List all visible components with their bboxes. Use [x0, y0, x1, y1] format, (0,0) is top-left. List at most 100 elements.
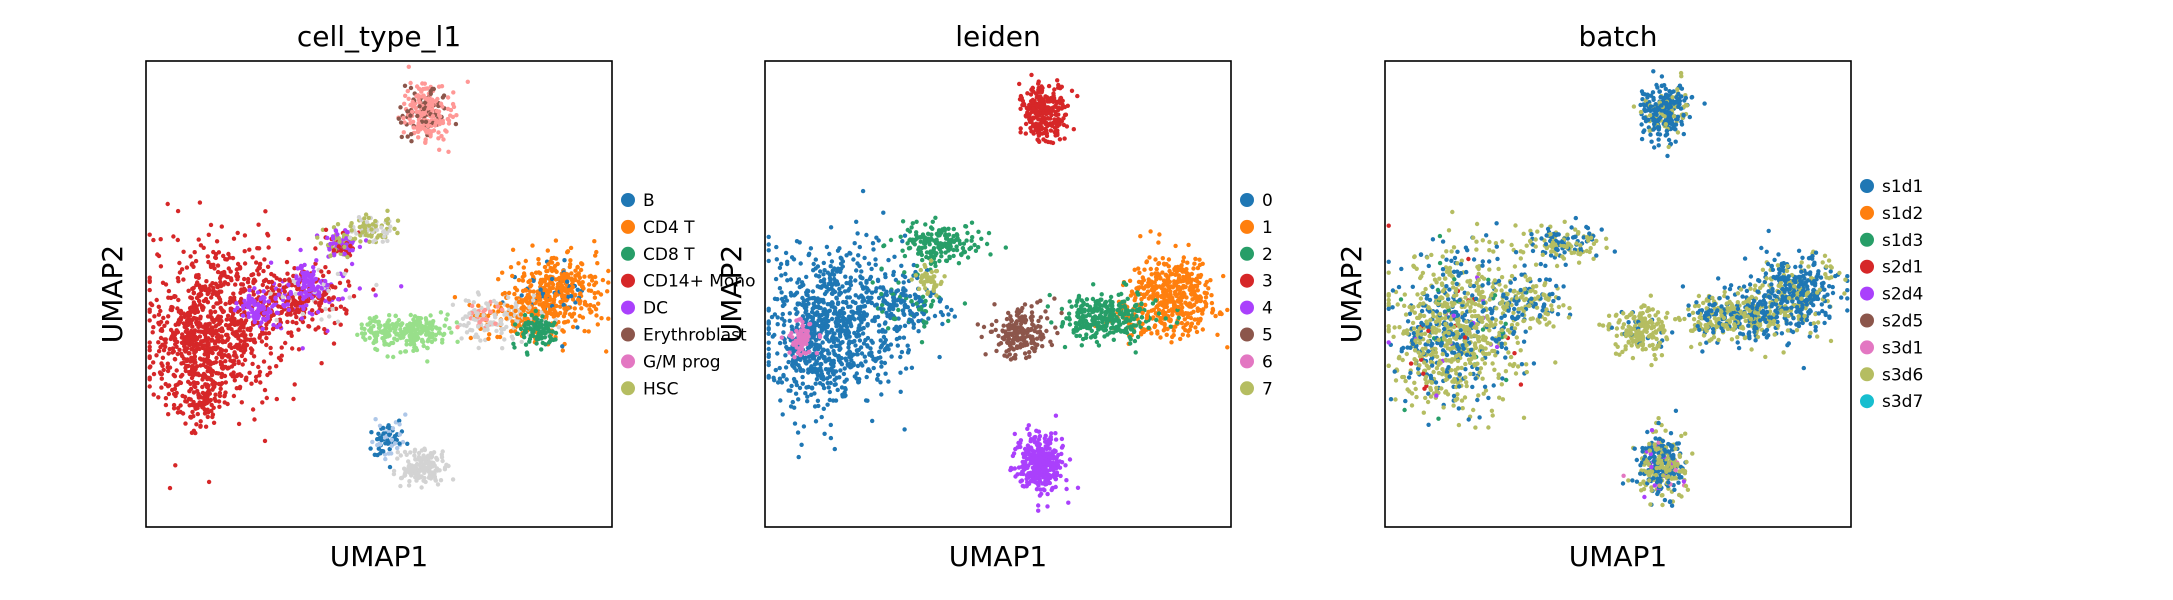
- scatter-point: [1069, 88, 1075, 94]
- scatter-point: [946, 312, 951, 317]
- scatter-point: [443, 128, 448, 133]
- scatter-point: [160, 355, 166, 360]
- scatter-point: [308, 287, 313, 292]
- scatter-point: [899, 263, 904, 268]
- scatter-point: [1033, 127, 1038, 133]
- scatter-point: [813, 323, 819, 328]
- scatter-point: [831, 331, 837, 336]
- scatter-point: [805, 329, 810, 334]
- scatter-point: [256, 222, 261, 227]
- scatter-point: [788, 388, 793, 393]
- scatter-point: [383, 334, 389, 339]
- scatter-point: [831, 288, 836, 293]
- scatter-point: [158, 335, 164, 341]
- scatter-point: [260, 282, 265, 288]
- scatter-point: [508, 265, 514, 270]
- scatter-point: [213, 360, 219, 365]
- scatter-point: [222, 393, 227, 398]
- scatter-point: [261, 268, 266, 274]
- scatter-point: [214, 334, 220, 340]
- scatter-point: [554, 256, 559, 261]
- scatter-point: [864, 374, 869, 380]
- scatter-point: [792, 421, 798, 426]
- scatter-point: [595, 322, 600, 327]
- scatter-point: [276, 292, 281, 297]
- scatter-point: [439, 84, 445, 89]
- scatter-point: [217, 404, 222, 409]
- scatter-point: [226, 274, 231, 280]
- scatter-point: [412, 336, 417, 342]
- scatter-point: [837, 318, 843, 323]
- scatter-point: [416, 86, 422, 92]
- scatter-point: [846, 330, 852, 336]
- scatter-point: [444, 317, 449, 322]
- scatter-point: [262, 257, 267, 262]
- scatter-point: [355, 332, 360, 337]
- scatter-point: [796, 397, 801, 402]
- scatter-point: [446, 149, 451, 154]
- scatter-point: [553, 238, 559, 243]
- scatter-point: [874, 302, 879, 307]
- scatter-point: [914, 301, 919, 306]
- scatter-point: [858, 274, 863, 279]
- scatter-point: [844, 300, 849, 306]
- scatter-point: [235, 230, 240, 236]
- scatter-point: [875, 277, 881, 282]
- scatter-point: [772, 378, 777, 383]
- scatter-point: [417, 323, 423, 328]
- scatter-point: [405, 109, 410, 114]
- scatter-point: [930, 298, 936, 304]
- scatter-point: [1031, 116, 1036, 121]
- scatter-point: [402, 83, 408, 89]
- scatter-point: [872, 356, 878, 362]
- scatter-point: [410, 119, 416, 125]
- scatter-point: [600, 277, 606, 283]
- scatter-point: [408, 450, 413, 455]
- scatter-point: [426, 337, 431, 342]
- scatter-point: [160, 363, 165, 368]
- scatter-point: [527, 289, 533, 294]
- scatter-point: [1036, 122, 1041, 127]
- scatter-point: [511, 341, 516, 346]
- scatter-point: [766, 242, 771, 247]
- scatter-point: [606, 316, 611, 321]
- scatter-point: [410, 109, 415, 115]
- scatter-point: [595, 261, 600, 266]
- scatter-point: [842, 328, 847, 333]
- scatter-point: [800, 327, 806, 333]
- scatter-point: [844, 320, 849, 326]
- scatter-point: [242, 286, 247, 291]
- scatter-point: [556, 325, 562, 330]
- scatter-point: [586, 329, 591, 334]
- scatter-point: [1043, 139, 1049, 144]
- scatter-point: [166, 288, 172, 294]
- scatter-point: [390, 340, 396, 346]
- scatter-point: [914, 219, 919, 224]
- scatter-point: [827, 251, 832, 257]
- scatter-point: [285, 319, 290, 325]
- scatter-point: [262, 299, 267, 304]
- scatter-point: [232, 378, 237, 383]
- scatter-point: [871, 247, 876, 252]
- scatter-point: [570, 324, 576, 330]
- scatter-point: [926, 316, 931, 321]
- scatter-point: [861, 313, 866, 319]
- scatter-point: [258, 307, 264, 312]
- scatter-point: [294, 320, 299, 326]
- scatter-point: [848, 251, 853, 256]
- scatter-point: [399, 134, 404, 140]
- scatter-point: [826, 385, 831, 390]
- scatter-point: [875, 376, 880, 382]
- scatter-point: [156, 340, 161, 345]
- scatter-point: [961, 241, 967, 246]
- scatter-point: [166, 314, 171, 319]
- legend-label: B: [643, 191, 655, 211]
- scatter-point: [231, 311, 236, 317]
- scatter-point: [398, 120, 404, 125]
- scatter-point: [933, 215, 938, 220]
- scatter-point: [191, 290, 196, 295]
- scatter-point: [766, 346, 771, 352]
- scatter-point: [418, 474, 423, 479]
- scatter-point: [954, 247, 960, 253]
- scatter-point: [594, 313, 599, 318]
